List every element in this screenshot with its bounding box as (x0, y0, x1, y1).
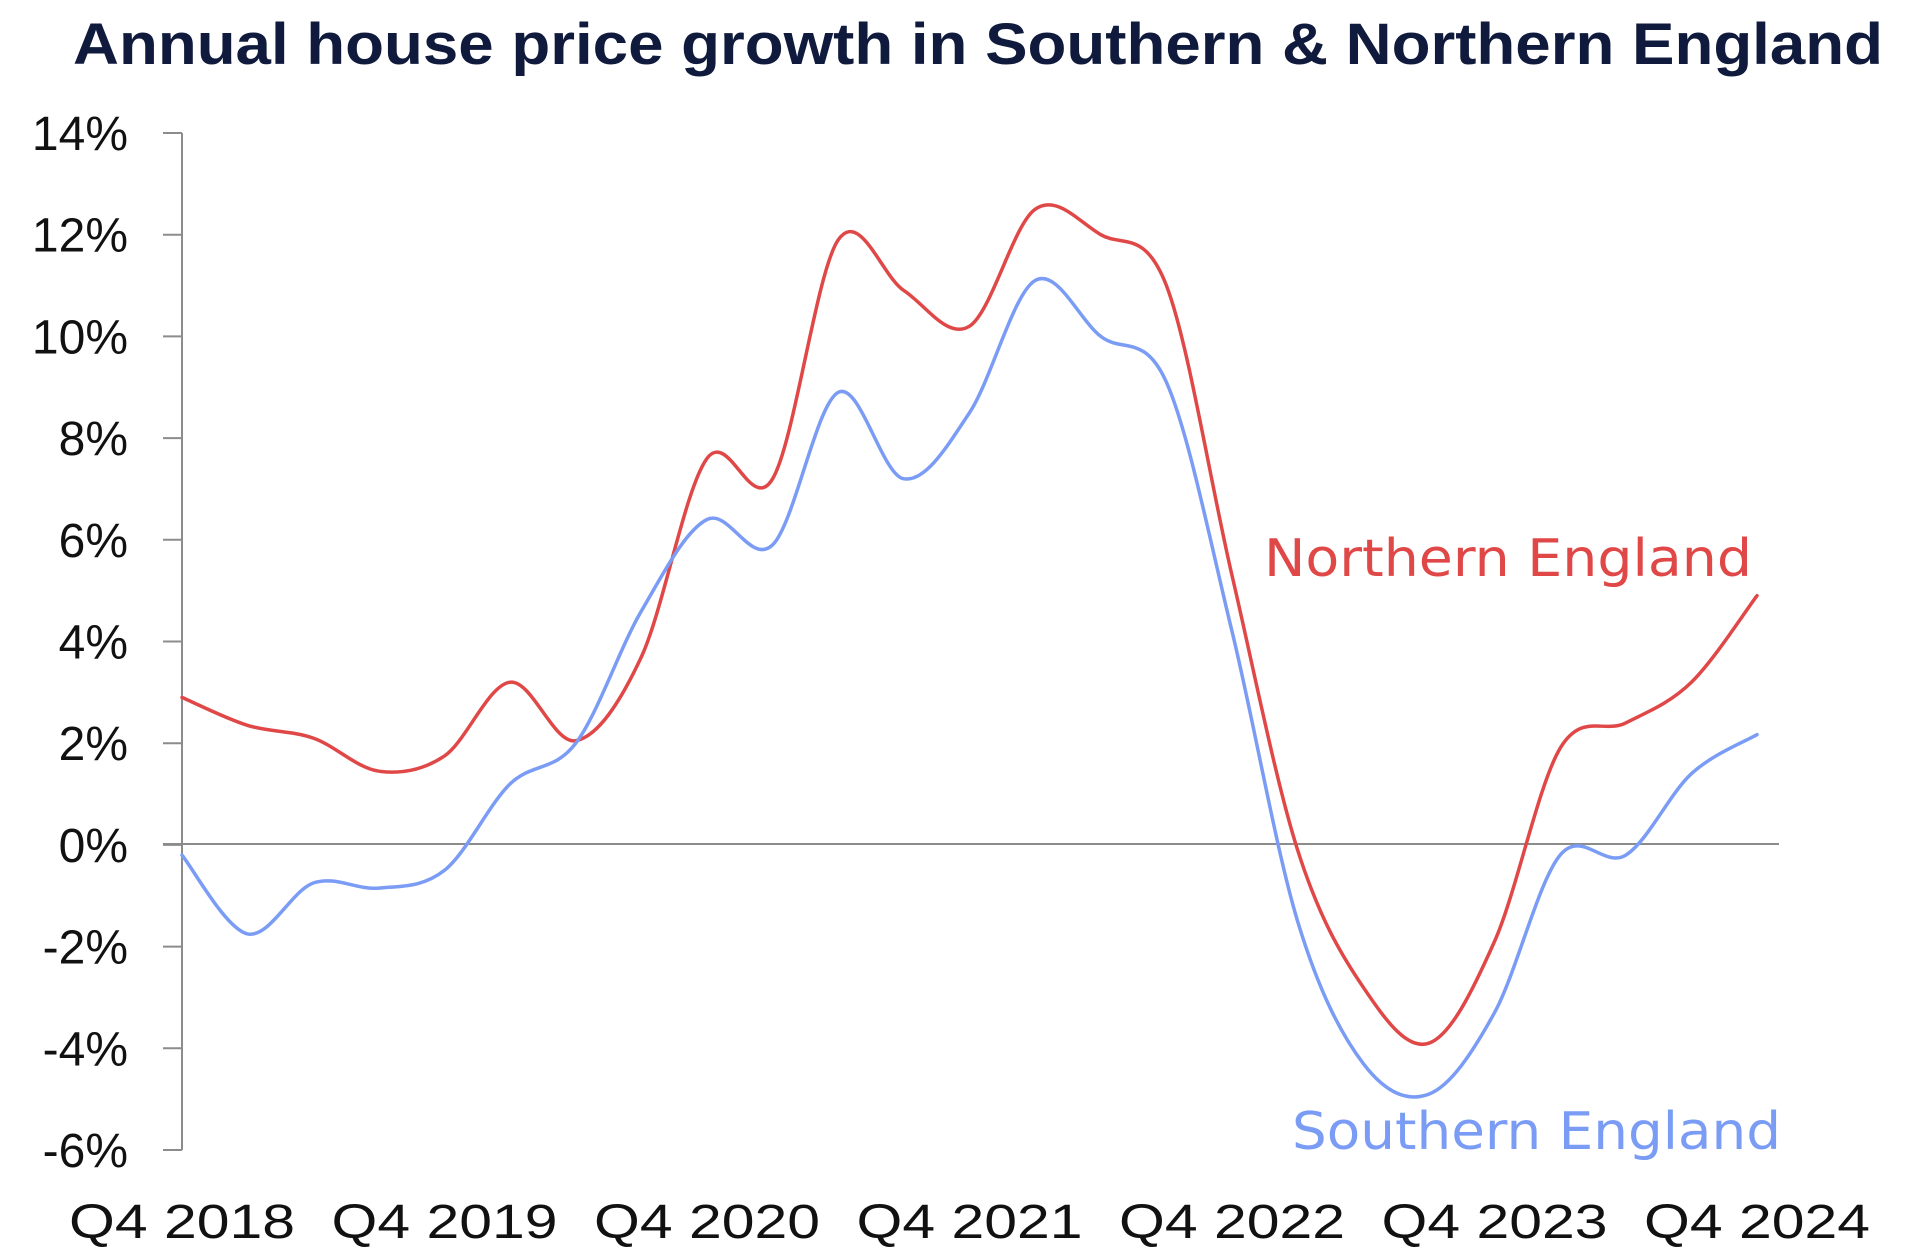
y-tick-label: -4% (43, 1023, 128, 1076)
x-tick-label: Q4 2020 (594, 1196, 820, 1249)
x-tick-label: Q4 2023 (1382, 1196, 1608, 1249)
x-tick-label: Q4 2021 (857, 1196, 1083, 1249)
x-tick-label: Q4 2018 (69, 1196, 295, 1249)
y-tick-label: 10% (32, 311, 128, 364)
chart-title: Annual house price growth in Southern & … (73, 12, 1883, 77)
series-lines (180, 203, 1759, 1099)
y-tick-label: 8% (59, 413, 128, 466)
y-tick-label: 12% (32, 210, 128, 263)
x-tick-label: Q4 2019 (332, 1196, 558, 1249)
series-label-northern-england: Northern England (1264, 529, 1752, 589)
y-tick-label: -6% (43, 1125, 128, 1178)
x-tick-label: Q4 2022 (1119, 1196, 1345, 1249)
y-tick-label: 6% (59, 515, 128, 568)
series-line-northern-england (180, 203, 1759, 1047)
y-tick-label: 2% (59, 718, 128, 771)
x-ticks: Q4 2018 Q4 2019 Q4 2020 Q4 2021 Q4 2022 Q4 20… (69, 1196, 1870, 1249)
y-tick-label: 4% (59, 617, 128, 670)
y-ticks: 14% 12% 10% 8% 6% 4% 2% 0% -2% -4% -6% (32, 108, 182, 1178)
x-tick-label: Q4 2024 (1644, 1196, 1870, 1249)
y-tick-label: 0% (59, 820, 128, 873)
series-label-southern-england: Southern England (1292, 1102, 1781, 1162)
y-tick-label: -2% (43, 922, 128, 975)
y-tick-label: 14% (32, 108, 128, 161)
series-line-southern-england (180, 276, 1759, 1099)
